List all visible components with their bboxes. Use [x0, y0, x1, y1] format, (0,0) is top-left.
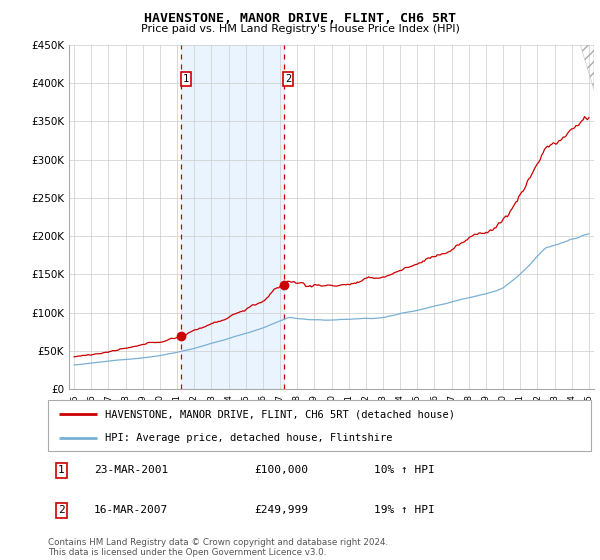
Text: 19% ↑ HPI: 19% ↑ HPI — [374, 505, 434, 515]
FancyBboxPatch shape — [48, 400, 591, 451]
Bar — [181, 45, 284, 389]
Text: 16-MAR-2007: 16-MAR-2007 — [94, 505, 169, 515]
Text: 10% ↑ HPI: 10% ↑ HPI — [374, 465, 434, 475]
Text: 1: 1 — [182, 74, 189, 84]
Text: Price paid vs. HM Land Registry's House Price Index (HPI): Price paid vs. HM Land Registry's House … — [140, 24, 460, 34]
Text: HPI: Average price, detached house, Flintshire: HPI: Average price, detached house, Flin… — [105, 433, 392, 443]
Text: £249,999: £249,999 — [254, 505, 308, 515]
Text: 2: 2 — [58, 505, 65, 515]
Text: 2: 2 — [286, 74, 292, 84]
Text: 1: 1 — [58, 465, 65, 475]
Text: HAVENSTONE, MANOR DRIVE, FLINT, CH6 5RT: HAVENSTONE, MANOR DRIVE, FLINT, CH6 5RT — [144, 12, 456, 25]
Text: 23-MAR-2001: 23-MAR-2001 — [94, 465, 169, 475]
Text: HAVENSTONE, MANOR DRIVE, FLINT, CH6 5RT (detached house): HAVENSTONE, MANOR DRIVE, FLINT, CH6 5RT … — [105, 409, 455, 419]
Text: £100,000: £100,000 — [254, 465, 308, 475]
Text: Contains HM Land Registry data © Crown copyright and database right 2024.
This d: Contains HM Land Registry data © Crown c… — [48, 538, 388, 557]
